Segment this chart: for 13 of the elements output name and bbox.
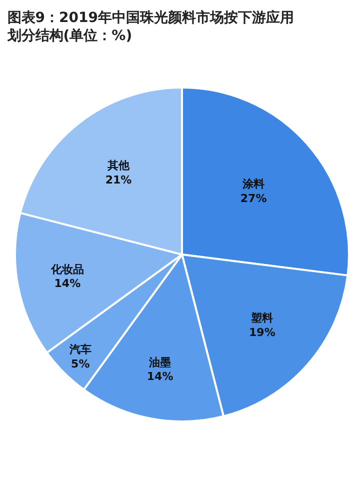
chart-title: 图表9：2019年中国珠光颜料市场按下游应用划分结构(单位：%): [6, 9, 294, 44]
slice-label: 涂料: [242, 178, 265, 191]
slice-label: 塑料: [250, 312, 274, 325]
data-label: 14%: [146, 370, 174, 384]
slice-label: 化妆品: [50, 262, 84, 276]
data-label: 14%: [54, 277, 81, 290]
slice-label: 油墨: [148, 356, 172, 369]
slice-label: 其他: [106, 159, 131, 172]
data-label: 27%: [240, 192, 267, 206]
slice-label: 汽车: [68, 342, 92, 356]
data-label: 21%: [105, 173, 132, 186]
data-label: 19%: [249, 326, 276, 339]
data-label: 5%: [71, 357, 90, 370]
